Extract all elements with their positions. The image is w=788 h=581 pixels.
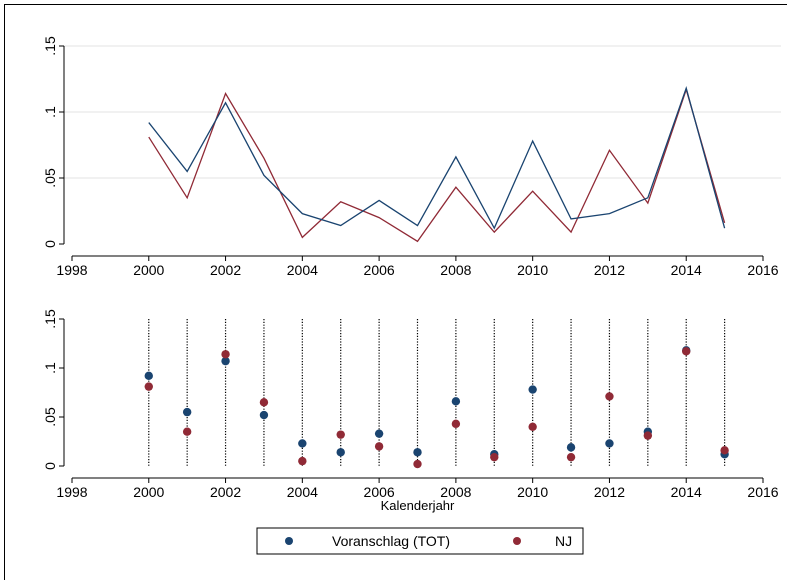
data-point — [605, 439, 614, 448]
data-point — [528, 385, 537, 394]
y-tick-label: .15 — [42, 36, 58, 56]
x-tick-label: 1998 — [56, 262, 87, 278]
x-tick-label: 2016 — [747, 262, 778, 278]
data-point — [144, 371, 153, 381]
y-tick-label: .05 — [42, 407, 58, 427]
x-tick-label: 2004 — [287, 262, 318, 278]
legend-label-voranschlag: Voranschlag (TOT) — [332, 533, 450, 549]
data-point — [566, 452, 576, 462]
data-point — [413, 459, 422, 469]
x-tick-label: 2010 — [517, 484, 548, 500]
y-tick-label: .1 — [42, 106, 58, 118]
data-point — [451, 397, 461, 406]
data-point — [182, 407, 192, 417]
data-point — [643, 431, 653, 440]
bottom-scatter-panel: 0 .05 .1 .15 1998 2000 2002 2004 2006 2008 2010 201… — [42, 309, 779, 500]
x-tick-label: 2010 — [517, 262, 548, 278]
x-tick-label: 2002 — [210, 262, 241, 278]
x-tick-label: 2008 — [440, 484, 471, 500]
top-line-panel: 0 .05 .1 .15 1998 2000 2002 2004 2006 2008 2010 201… — [42, 36, 781, 278]
data-point — [182, 427, 192, 436]
x-tick-label: 2008 — [440, 262, 471, 278]
x-tick-label: 2012 — [594, 484, 625, 500]
y-tick-label: .05 — [42, 168, 58, 188]
y-tick-label: 0 — [42, 240, 58, 248]
data-point — [605, 392, 614, 401]
data-point — [720, 446, 729, 455]
x-tick-label: 2000 — [133, 484, 164, 500]
chart-frame — [4, 4, 787, 580]
data-point — [566, 443, 576, 452]
x-tick-label: 2014 — [671, 262, 702, 278]
x-tick-label: 2004 — [287, 484, 318, 500]
series-line — [148, 86, 726, 230]
legend-marker-voranschlag — [285, 537, 293, 545]
data-point — [221, 350, 230, 359]
legend-marker-nj — [513, 537, 521, 545]
data-point — [336, 430, 345, 439]
data-point — [490, 452, 499, 462]
data-point — [259, 410, 269, 420]
x-tick-label: 2006 — [364, 262, 395, 278]
legend: Voranschlag (TOT) NJ — [256, 527, 584, 555]
data-point — [336, 448, 345, 457]
data-point — [528, 422, 537, 431]
x-tick-label: 2000 — [133, 262, 164, 278]
data-point — [221, 356, 230, 366]
data-point — [298, 439, 307, 448]
legend-box — [256, 527, 584, 555]
x-axis-title: Kalenderjahr — [381, 498, 455, 513]
x-tick-label: 2016 — [747, 484, 778, 500]
series-line — [148, 87, 726, 243]
data-point — [298, 456, 307, 466]
data-point — [259, 398, 269, 407]
y-tick-label: .15 — [42, 309, 58, 329]
x-tick-label: 2002 — [210, 484, 241, 500]
y-tick-label: .1 — [42, 362, 58, 374]
y-tick-label: 0 — [42, 462, 58, 470]
x-tick-label: 1998 — [56, 484, 87, 500]
x-tick-label: 2006 — [364, 484, 395, 500]
data-point — [374, 429, 384, 438]
x-tick-label: 2014 — [671, 484, 702, 500]
data-point — [374, 442, 384, 451]
x-tick-label: 2012 — [594, 262, 625, 278]
data-point — [413, 448, 422, 457]
data-point — [144, 382, 153, 391]
data-point — [451, 419, 461, 429]
data-point — [682, 347, 691, 356]
legend-label-nj: NJ — [555, 533, 572, 549]
